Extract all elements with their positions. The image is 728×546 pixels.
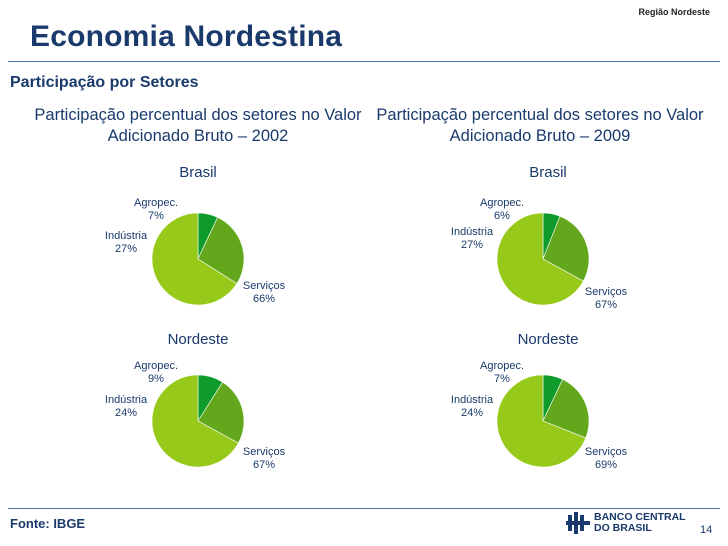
pie-chart-brasil-2009 [496,212,590,306]
pie-title-brasil-2002: Brasil [179,164,217,181]
slice-label-agropec: Agropec. 9% [133,360,179,385]
pie-title-nordeste-2002: Nordeste [167,331,229,348]
pie-slice-servicos [496,374,587,468]
pie-slice-industria [197,381,245,444]
pie-slice-servicos [496,212,584,306]
chart-heading-2009: Participação percentual dos setores no V… [376,106,704,145]
page-subtitle: Participação por Setores [10,74,199,91]
pie-slice-servicos [151,212,238,306]
footer-divider [8,508,720,509]
page-title: Economia Nordestina [30,20,343,53]
region-label: Região Nordeste [638,7,710,17]
slice-label-agropec: Agropec. 7% [479,360,525,385]
slice-label-industria: Indústria 24% [104,394,148,419]
logo-line2: DO BRASIL [594,522,652,534]
slice-label-agropec: Agropec. 6% [479,197,525,222]
slice-label-servicos: Serviços 66% [242,280,286,305]
slice-label-servicos: Serviços 67% [584,286,628,311]
chart-heading-2002: Participação percentual dos setores no V… [34,106,362,145]
pie-slice-industria [542,378,590,439]
slice-label-industria: Indústria 27% [450,226,494,251]
slice-label-industria: Indústria 24% [450,394,494,419]
pie-title-brasil-2009: Brasil [529,164,567,181]
pie-chart-nordeste-2009 [496,374,590,468]
logo-text: BANCO CENTRAL DO BRASIL [594,512,686,534]
slice-label-servicos: Serviços 67% [242,446,286,471]
header-divider [8,61,720,62]
slice-label-agropec: Agropec. 7% [133,197,179,222]
pie-slice-industria [197,216,245,285]
pie-slice-industria [542,215,590,282]
source-note: Fonte: IBGE [10,516,86,531]
slice-label-servicos: Serviços 69% [584,446,628,471]
pie-chart-brasil-2002 [151,212,245,306]
slice-label-industria: Indústria 27% [104,230,148,255]
logo-line1: BANCO CENTRAL [594,511,686,523]
pie-title-nordeste-2009: Nordeste [517,331,579,348]
banco-central-logo: BANCO CENTRAL DO BRASIL [566,512,686,534]
bcb-emblem-icon [566,512,590,534]
pie-slice-servicos [151,374,239,468]
pie-chart-nordeste-2002 [151,374,245,468]
page-number: 14 [700,524,713,536]
